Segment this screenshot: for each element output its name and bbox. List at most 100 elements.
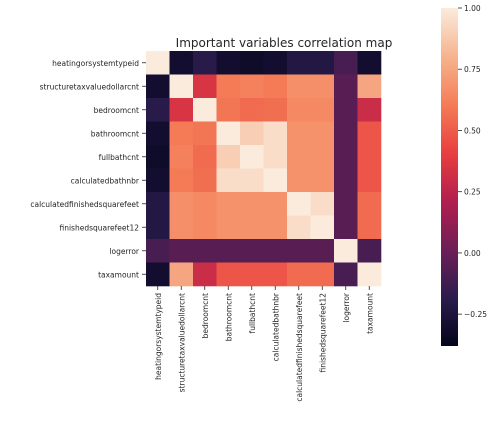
heatmap-cell <box>311 216 335 240</box>
colorbar-tick-label: 0.25 <box>464 188 481 197</box>
heatmap-cell <box>146 263 170 287</box>
heatmap-cell <box>311 98 335 122</box>
heatmap-cell <box>264 192 288 216</box>
y-tick-labels: heatingorsystemtypeid structuretaxvaluedo… <box>30 59 146 280</box>
heatmap-cell <box>240 239 264 263</box>
heatmap-cell <box>193 145 217 169</box>
heatmap-cell <box>193 169 217 193</box>
heatmap-cell <box>170 239 194 263</box>
heatmap-cell <box>193 239 217 263</box>
heatmap-cell <box>240 98 264 122</box>
heatmap-cell <box>264 239 288 263</box>
heatmap-cell <box>311 51 335 75</box>
heatmap-cell <box>146 169 170 193</box>
heatmap-cell <box>358 192 382 216</box>
x-tick-label: taxamount <box>365 293 374 334</box>
heatmap-cell <box>193 75 217 99</box>
x-tick-label: heatingorsystemtypeid <box>154 293 163 380</box>
heatmap-cell <box>311 239 335 263</box>
heatmap-cell <box>287 239 311 263</box>
heatmap-cell <box>217 192 241 216</box>
heatmap-cell <box>287 145 311 169</box>
x-tick-label: logerror <box>342 292 351 323</box>
heatmap-cell <box>193 263 217 287</box>
heatmap-cell <box>217 239 241 263</box>
heatmap-cell <box>334 122 358 146</box>
x-tick-label: calculatedbathnbr <box>271 292 280 361</box>
heatmap-cell <box>264 98 288 122</box>
heatmap-cell <box>240 75 264 99</box>
heatmap-cell <box>311 263 335 287</box>
heatmap-cell <box>240 263 264 287</box>
heatmap-cell <box>334 263 358 287</box>
heatmap-cell <box>358 263 382 287</box>
heatmap-cell <box>358 51 382 75</box>
heatmap-cell <box>170 216 194 240</box>
chart-title: Important variables correlation map <box>176 36 393 50</box>
heatmap-cell <box>358 169 382 193</box>
heatmap-cell <box>334 192 358 216</box>
colorbar-tick-label: 0.50 <box>464 126 481 135</box>
x-tick-label: structuretaxvaluedollarcnt <box>177 293 186 392</box>
heatmap-cell <box>358 122 382 146</box>
heatmap-cell <box>217 216 241 240</box>
heatmap-cell <box>146 239 170 263</box>
x-tick-label: bathroomcnt <box>224 293 233 341</box>
heatmap-cell <box>287 122 311 146</box>
heatmap-cell <box>287 98 311 122</box>
heatmap-cell <box>170 98 194 122</box>
heatmap-cell <box>287 263 311 287</box>
heatmap-cell <box>358 75 382 99</box>
heatmap-cell <box>311 75 335 99</box>
y-tick-label: logerror <box>109 247 140 256</box>
heatmap-cell <box>334 98 358 122</box>
heatmap-cell <box>240 122 264 146</box>
heatmap-cell <box>193 98 217 122</box>
heatmap-cell <box>264 216 288 240</box>
heatmap-cell <box>217 98 241 122</box>
heatmap-cell <box>217 145 241 169</box>
heatmap-cell <box>146 192 170 216</box>
x-tick-label: calculatedfinishedsquarefeet <box>295 293 304 402</box>
y-tick-label: calculatedbathnbr <box>71 176 140 185</box>
colorbar: 1.00 0.75 0.50 0.25 0.00 −0.25 <box>441 4 487 346</box>
heatmap-cell <box>240 51 264 75</box>
heatmap-cell <box>264 169 288 193</box>
heatmap-cell <box>287 75 311 99</box>
heatmap-cell <box>264 263 288 287</box>
heatmap-cell <box>170 169 194 193</box>
heatmap-cell <box>240 169 264 193</box>
heatmap-cell <box>358 239 382 263</box>
heatmap-cell <box>311 192 335 216</box>
heatmap-cell <box>170 192 194 216</box>
heatmap-cell <box>240 192 264 216</box>
heatmap-cell <box>311 169 335 193</box>
heatmap-cell <box>217 122 241 146</box>
x-tick-labels: heatingorsystemtypeid structuretaxvaluedo… <box>154 286 375 402</box>
heatmap-cell <box>334 51 358 75</box>
heatmap-cell <box>287 51 311 75</box>
y-tick-label: heatingorsystemtypeid <box>52 59 139 68</box>
y-tick-label: structuretaxvaluedollarcnt <box>40 82 139 91</box>
heatmap-cell <box>193 216 217 240</box>
y-tick-label: bathroomcnt <box>91 129 139 138</box>
heatmap-cell <box>217 169 241 193</box>
heatmap-cell <box>264 75 288 99</box>
heatmap-cell <box>170 51 194 75</box>
heatmap-cell <box>193 122 217 146</box>
heatmap-cell <box>287 169 311 193</box>
heatmap-cell <box>170 145 194 169</box>
y-tick-label: finishedsquarefeet12 <box>59 223 139 232</box>
heatmap-cell <box>334 75 358 99</box>
heatmap-cell <box>217 51 241 75</box>
heatmap-cell <box>287 216 311 240</box>
heatmap-cell <box>334 169 358 193</box>
heatmap-cell <box>193 192 217 216</box>
heatmap-cell <box>264 51 288 75</box>
heatmap-cell <box>217 263 241 287</box>
heatmap-cell <box>146 75 170 99</box>
heatmap-cell <box>217 75 241 99</box>
heatmap-cell <box>358 216 382 240</box>
x-tick-label: bedroomcnt <box>201 293 210 338</box>
